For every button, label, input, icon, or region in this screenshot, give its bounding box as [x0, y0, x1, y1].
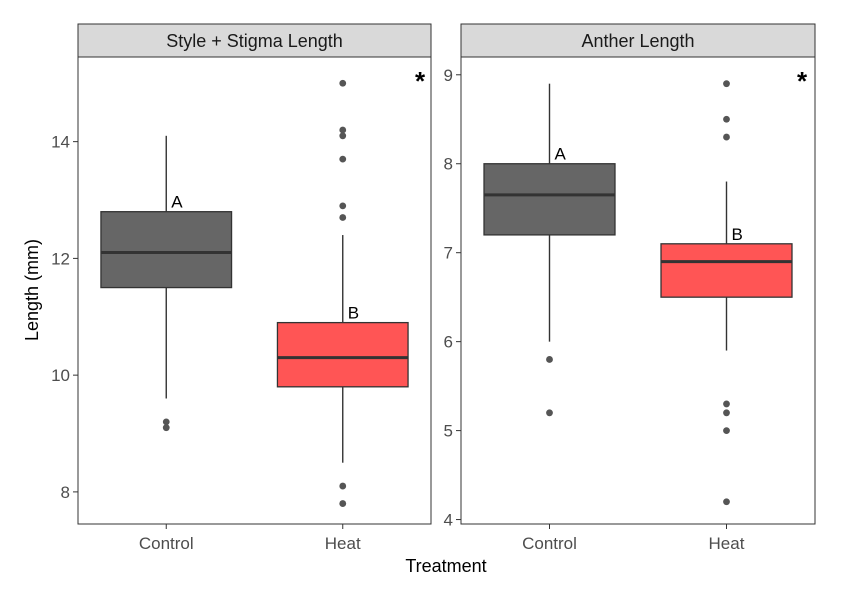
outlier-point	[339, 127, 346, 134]
x-tick-label: Heat	[709, 534, 745, 553]
group-letter: A	[555, 145, 567, 164]
significance-star-1: *	[415, 66, 426, 96]
panel-title-2: Anther Length	[581, 31, 694, 51]
outlier-point	[339, 156, 346, 163]
outlier-point	[339, 483, 346, 490]
y-tick-label: 6	[444, 333, 453, 352]
outlier-point	[339, 500, 346, 507]
panel-title-1: Style + Stigma Length	[166, 31, 343, 51]
outlier-point	[723, 116, 730, 123]
outlier-point	[723, 498, 730, 505]
panel-frame-1	[78, 57, 431, 524]
outlier-point	[546, 409, 553, 416]
group-letter: B	[732, 225, 743, 244]
y-tick-label: 10	[51, 366, 70, 385]
significance-star-2: *	[797, 66, 808, 96]
panel-style-stigma: Style + Stigma Length AB *	[78, 24, 431, 524]
outlier-point	[163, 424, 170, 431]
plot-area-1: AB	[101, 80, 408, 507]
x-tick-label: Control	[139, 534, 194, 553]
outlier-point	[339, 132, 346, 139]
box-iqr	[661, 244, 792, 297]
y-tick-label: 8	[444, 155, 453, 174]
x-axis-title: Treatment	[405, 556, 486, 576]
x-tick-label: Control	[522, 534, 577, 553]
outlier-point	[723, 80, 730, 87]
box-iqr	[277, 323, 408, 387]
x-tick-label: Heat	[325, 534, 361, 553]
outlier-point	[546, 356, 553, 363]
box-iqr	[101, 212, 232, 288]
y-tick-label: 7	[444, 244, 453, 263]
y-tick-label: 5	[444, 422, 453, 441]
outlier-point	[723, 401, 730, 408]
plot-area-2: AB	[484, 80, 792, 505]
outlier-point	[723, 427, 730, 434]
panel-anther: Anther Length AB *	[461, 24, 815, 524]
outlier-point	[339, 202, 346, 209]
group-letter: A	[171, 193, 183, 212]
outlier-point	[723, 409, 730, 416]
y-tick-label: 4	[444, 511, 453, 530]
box-iqr	[484, 164, 615, 235]
y-axis-title: Length (mm)	[22, 239, 42, 341]
group-letter: B	[348, 304, 359, 323]
outlier-point	[163, 418, 170, 425]
y-tick-label: 12	[51, 249, 70, 268]
outlier-point	[339, 80, 346, 87]
y-tick-label: 9	[444, 66, 453, 85]
outlier-point	[339, 214, 346, 221]
outlier-point	[723, 134, 730, 141]
y-tick-label: 14	[51, 133, 70, 152]
y-tick-label: 8	[61, 483, 70, 502]
